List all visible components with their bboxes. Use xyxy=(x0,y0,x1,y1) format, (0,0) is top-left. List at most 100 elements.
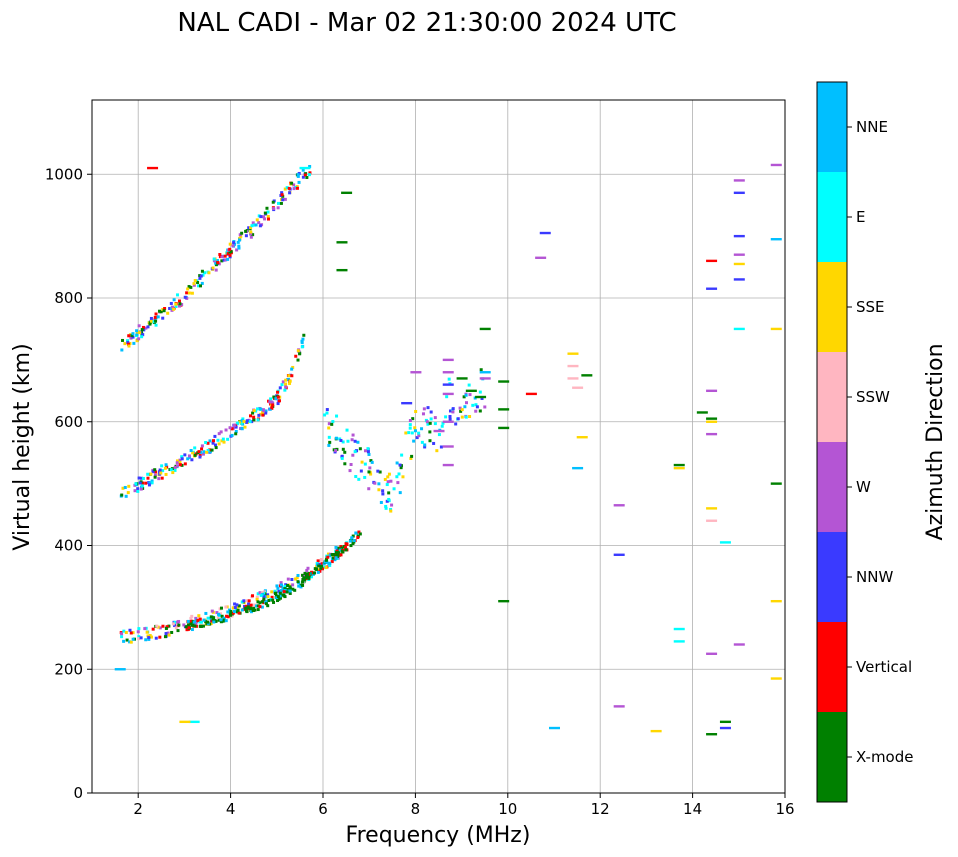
echo-mark xyxy=(164,626,168,630)
y-axis-label: Virtual height (km) xyxy=(10,343,35,550)
echo-mark xyxy=(410,431,414,435)
echo-mark xyxy=(210,448,214,452)
echo-mark xyxy=(326,552,330,556)
echo-mark xyxy=(256,407,260,411)
echo-mark xyxy=(259,412,263,416)
echo-mark xyxy=(276,599,280,603)
echo-mark xyxy=(222,440,226,444)
echo-mark xyxy=(158,626,162,630)
echo-mark xyxy=(251,233,255,237)
echo-mark xyxy=(147,166,159,170)
echo-mark xyxy=(212,616,216,620)
echo-mark xyxy=(733,179,745,182)
colorbar-segment xyxy=(817,622,847,712)
x-tick-label: 16 xyxy=(775,800,794,818)
echo-mark xyxy=(447,377,451,381)
echo-mark xyxy=(213,443,217,447)
echo-mark xyxy=(149,319,153,323)
echo-mark xyxy=(414,410,418,414)
echo-mark xyxy=(176,464,180,468)
colorbar-segment xyxy=(817,262,847,352)
echo-mark xyxy=(233,602,237,606)
echo-mark xyxy=(129,631,133,635)
echo-mark xyxy=(719,541,731,544)
echo-mark xyxy=(170,630,174,634)
echo-mark xyxy=(255,597,259,601)
echo-mark xyxy=(433,429,445,433)
echo-mark xyxy=(324,558,328,562)
echo-mark xyxy=(259,407,263,411)
echo-mark xyxy=(257,413,261,417)
echo-mark xyxy=(123,342,127,346)
echo-mark xyxy=(417,434,421,438)
echo-mark xyxy=(120,493,124,497)
echo-mark xyxy=(172,298,176,302)
echo-mark xyxy=(367,452,371,456)
echo-mark xyxy=(216,260,220,264)
echo-mark xyxy=(280,593,284,597)
echo-mark xyxy=(483,405,487,409)
echo-mark xyxy=(276,402,280,406)
echo-mark xyxy=(283,587,287,591)
echo-mark xyxy=(386,480,390,484)
echo-mark xyxy=(296,174,300,178)
echo-mark xyxy=(296,580,300,584)
echo-mark xyxy=(272,600,276,604)
echo-mark xyxy=(258,224,262,228)
echo-mark xyxy=(200,281,204,285)
echo-mark xyxy=(148,634,152,638)
echo-mark xyxy=(291,365,295,369)
echo-mark xyxy=(211,441,215,445)
echo-mark xyxy=(249,226,253,230)
echo-mark xyxy=(328,554,332,558)
echo-mark xyxy=(171,622,175,626)
echo-mark xyxy=(426,406,430,410)
echo-mark xyxy=(240,600,244,604)
echo-mark xyxy=(178,304,182,308)
echo-mark xyxy=(398,491,402,495)
echo-mark xyxy=(253,608,257,612)
echo-mark xyxy=(305,568,309,572)
echo-mark xyxy=(317,568,321,572)
echo-mark xyxy=(135,329,139,333)
echo-mark xyxy=(182,623,186,627)
echo-mark xyxy=(336,241,348,244)
echo-mark xyxy=(127,484,131,488)
echo-mark xyxy=(276,206,280,210)
echo-mark xyxy=(219,430,223,434)
echo-mark xyxy=(354,531,358,535)
echo-mark xyxy=(425,420,429,424)
echo-mark xyxy=(411,417,415,421)
echo-mark xyxy=(220,614,224,618)
echo-mark xyxy=(178,460,182,464)
echo-mark xyxy=(247,602,251,606)
echo-mark xyxy=(176,293,180,297)
echo-mark xyxy=(613,705,625,708)
echo-mark xyxy=(274,397,278,401)
echo-mark xyxy=(235,603,239,607)
echo-mark xyxy=(194,624,198,628)
echo-mark xyxy=(423,445,427,449)
echo-mark xyxy=(164,632,168,636)
echo-mark xyxy=(331,420,335,424)
echo-mark xyxy=(444,415,448,419)
echo-mark xyxy=(238,233,242,237)
x-tick-label: 4 xyxy=(226,800,236,818)
echo-mark xyxy=(198,453,202,457)
echo-mark xyxy=(240,426,244,430)
echo-mark xyxy=(186,287,190,291)
echo-mark xyxy=(141,333,145,337)
echo-mark xyxy=(231,611,235,615)
echo-mark xyxy=(576,436,588,439)
echo-mark xyxy=(214,263,218,267)
echo-mark xyxy=(330,553,334,557)
echo-mark xyxy=(206,448,210,452)
echo-mark xyxy=(458,406,462,410)
echo-mark xyxy=(177,299,181,303)
echo-mark xyxy=(287,374,291,378)
echo-mark xyxy=(173,620,177,624)
echo-mark xyxy=(270,590,274,594)
echo-mark xyxy=(335,552,339,556)
echo-mark xyxy=(136,489,140,493)
echo-mark xyxy=(413,429,417,433)
